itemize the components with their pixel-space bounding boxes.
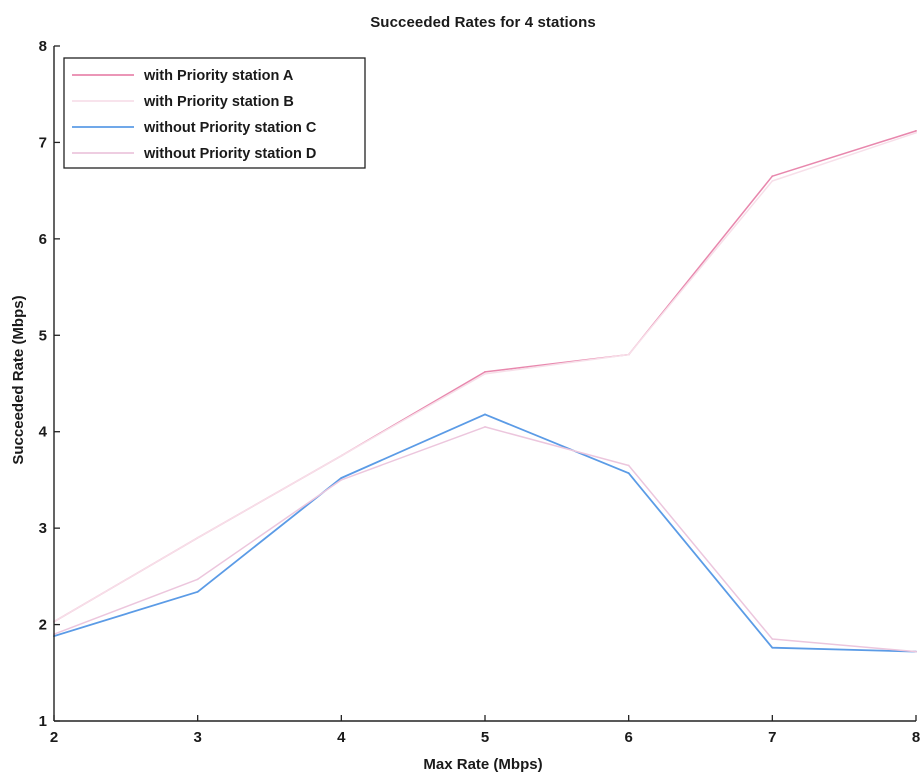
data-point xyxy=(771,180,774,182)
data-point xyxy=(915,130,917,132)
series-line-2 xyxy=(53,132,917,623)
data-point xyxy=(771,646,774,649)
series-line-3 xyxy=(53,413,917,653)
plot-area xyxy=(53,130,917,653)
data-point xyxy=(196,578,199,581)
y-tick-label: 8 xyxy=(39,38,47,55)
legend: with Priority station A with Priority sta… xyxy=(63,57,366,169)
series-line-1 xyxy=(53,130,917,623)
y-tick-label: 2 xyxy=(39,617,47,634)
data-point xyxy=(915,650,917,653)
x-tick-label: 5 xyxy=(481,729,489,746)
series-line-4 xyxy=(53,426,917,653)
x-tick-label: 4 xyxy=(337,729,346,746)
data-point xyxy=(627,464,630,467)
x-axis-label: Max Rate (Mbps) xyxy=(423,756,542,773)
chart-title: Succeeded Rates for 4 stations xyxy=(370,14,596,31)
x-tick-label: 8 xyxy=(912,729,920,746)
data-point xyxy=(484,373,486,375)
legend-label: without Priority station D xyxy=(143,146,316,162)
data-point xyxy=(915,131,917,134)
data-point xyxy=(484,371,486,373)
x-tick-label: 2 xyxy=(50,729,58,746)
legend-label: without Priority station C xyxy=(143,120,317,136)
legend-box xyxy=(63,57,366,169)
y-tick-label: 5 xyxy=(39,327,47,344)
data-point xyxy=(771,638,774,640)
data-point xyxy=(627,353,630,356)
data-point xyxy=(771,175,774,178)
y-tick-label: 1 xyxy=(39,713,47,730)
data-point xyxy=(196,590,199,593)
data-point xyxy=(196,536,199,539)
y-axis-label: Succeeded Rate (Mbps) xyxy=(10,295,27,464)
data-point xyxy=(627,472,630,475)
data-point xyxy=(340,479,343,481)
y-tick-label: 7 xyxy=(39,134,47,151)
data-point xyxy=(484,413,486,416)
x-tick-label: 7 xyxy=(768,729,776,746)
legend-label: with Priority station A xyxy=(143,68,294,84)
data-point xyxy=(340,454,343,457)
x-tick-label: 3 xyxy=(193,729,201,746)
legend-label: with Priority station B xyxy=(143,94,294,110)
data-point xyxy=(340,477,343,479)
y-tick-label: 4 xyxy=(39,424,48,441)
x-tick-label: 6 xyxy=(624,729,632,746)
y-tick-label: 6 xyxy=(39,231,47,248)
y-tick-label: 3 xyxy=(39,520,47,537)
data-point xyxy=(484,426,486,428)
